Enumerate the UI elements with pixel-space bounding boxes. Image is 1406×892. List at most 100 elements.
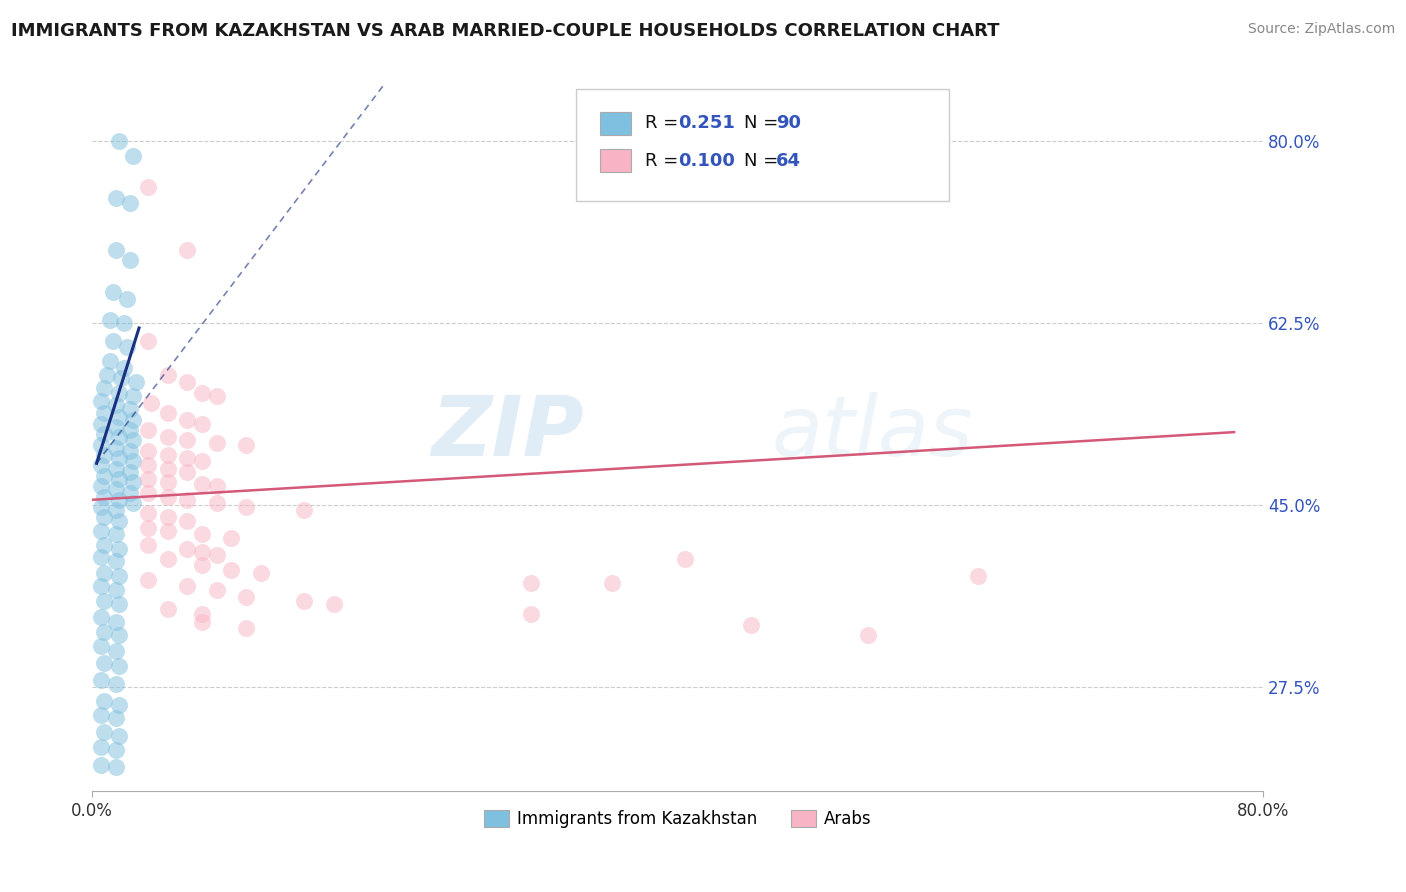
Point <box>191 607 214 622</box>
Point <box>191 477 214 491</box>
Point <box>139 396 162 410</box>
Text: Source: ZipAtlas.com: Source: ZipAtlas.com <box>1247 22 1395 37</box>
Point <box>104 677 127 691</box>
Text: 90: 90 <box>776 114 801 132</box>
Point <box>104 760 127 774</box>
Point <box>90 393 112 408</box>
Point <box>122 475 145 489</box>
Point <box>235 500 257 514</box>
Text: 0.100: 0.100 <box>678 152 734 169</box>
Point <box>157 490 180 504</box>
Point <box>122 149 145 163</box>
Text: R =: R = <box>645 114 685 132</box>
Point <box>112 316 135 330</box>
Point <box>520 576 543 591</box>
Point <box>93 625 115 640</box>
Text: N =: N = <box>744 114 783 132</box>
Point <box>136 485 159 500</box>
Point <box>176 514 198 528</box>
Point <box>136 506 159 520</box>
Point <box>856 628 879 642</box>
Point <box>110 371 132 385</box>
Point <box>157 552 180 566</box>
Point <box>90 639 112 653</box>
Point <box>235 621 257 635</box>
Point <box>93 594 115 608</box>
Point <box>107 472 129 486</box>
Point <box>104 243 127 257</box>
Point <box>205 583 228 598</box>
Point <box>520 607 543 622</box>
Point <box>157 430 180 444</box>
Point <box>122 434 145 448</box>
Legend: Immigrants from Kazakhstan, Arabs: Immigrants from Kazakhstan, Arabs <box>477 803 879 835</box>
Point <box>98 354 121 368</box>
Point <box>205 548 228 562</box>
Point <box>104 711 127 725</box>
Point <box>104 441 127 455</box>
Point <box>90 610 112 624</box>
Point <box>191 527 214 541</box>
Point <box>90 579 112 593</box>
Point <box>176 375 198 389</box>
Point <box>176 492 198 507</box>
Point <box>600 576 623 591</box>
Point <box>176 465 198 479</box>
Point <box>117 340 139 354</box>
Point <box>117 292 139 306</box>
Point <box>104 503 127 517</box>
Point <box>93 537 115 551</box>
Point <box>98 312 121 326</box>
Point <box>90 708 112 723</box>
Point <box>120 196 142 211</box>
Point <box>120 485 142 500</box>
Point <box>157 406 180 420</box>
Text: 0.251: 0.251 <box>678 114 734 132</box>
Point <box>120 253 142 268</box>
Point <box>107 430 129 444</box>
Point <box>122 389 145 403</box>
Point <box>104 644 127 658</box>
Point <box>104 398 127 412</box>
Point <box>136 573 159 587</box>
Text: atlas: atlas <box>772 392 973 473</box>
Point <box>107 385 129 400</box>
Point <box>107 451 129 466</box>
Point <box>90 437 112 451</box>
Point <box>673 552 696 566</box>
Point <box>104 615 127 629</box>
Point <box>93 490 115 504</box>
Point <box>176 412 198 426</box>
Point <box>101 285 124 299</box>
Point <box>104 191 127 205</box>
Point <box>122 412 145 426</box>
Point <box>136 180 159 194</box>
Point <box>90 524 112 538</box>
Point <box>104 483 127 497</box>
Point <box>93 468 115 483</box>
Point <box>136 458 159 473</box>
Point <box>205 496 228 510</box>
Point <box>93 381 115 395</box>
Point <box>93 725 115 739</box>
Point <box>120 465 142 479</box>
Point <box>93 657 115 671</box>
Point <box>176 451 198 466</box>
Point <box>120 423 142 437</box>
Point <box>93 427 115 442</box>
Point <box>294 594 316 608</box>
Point <box>90 549 112 564</box>
Point <box>90 417 112 431</box>
Point <box>107 698 129 712</box>
Point <box>136 443 159 458</box>
Point <box>104 527 127 541</box>
Point <box>104 583 127 598</box>
Point <box>93 694 115 708</box>
Point <box>93 566 115 580</box>
Text: R =: R = <box>645 152 685 169</box>
Point <box>176 243 198 257</box>
Point <box>176 434 198 448</box>
Point <box>294 503 316 517</box>
Point <box>322 597 344 611</box>
Point <box>191 615 214 629</box>
